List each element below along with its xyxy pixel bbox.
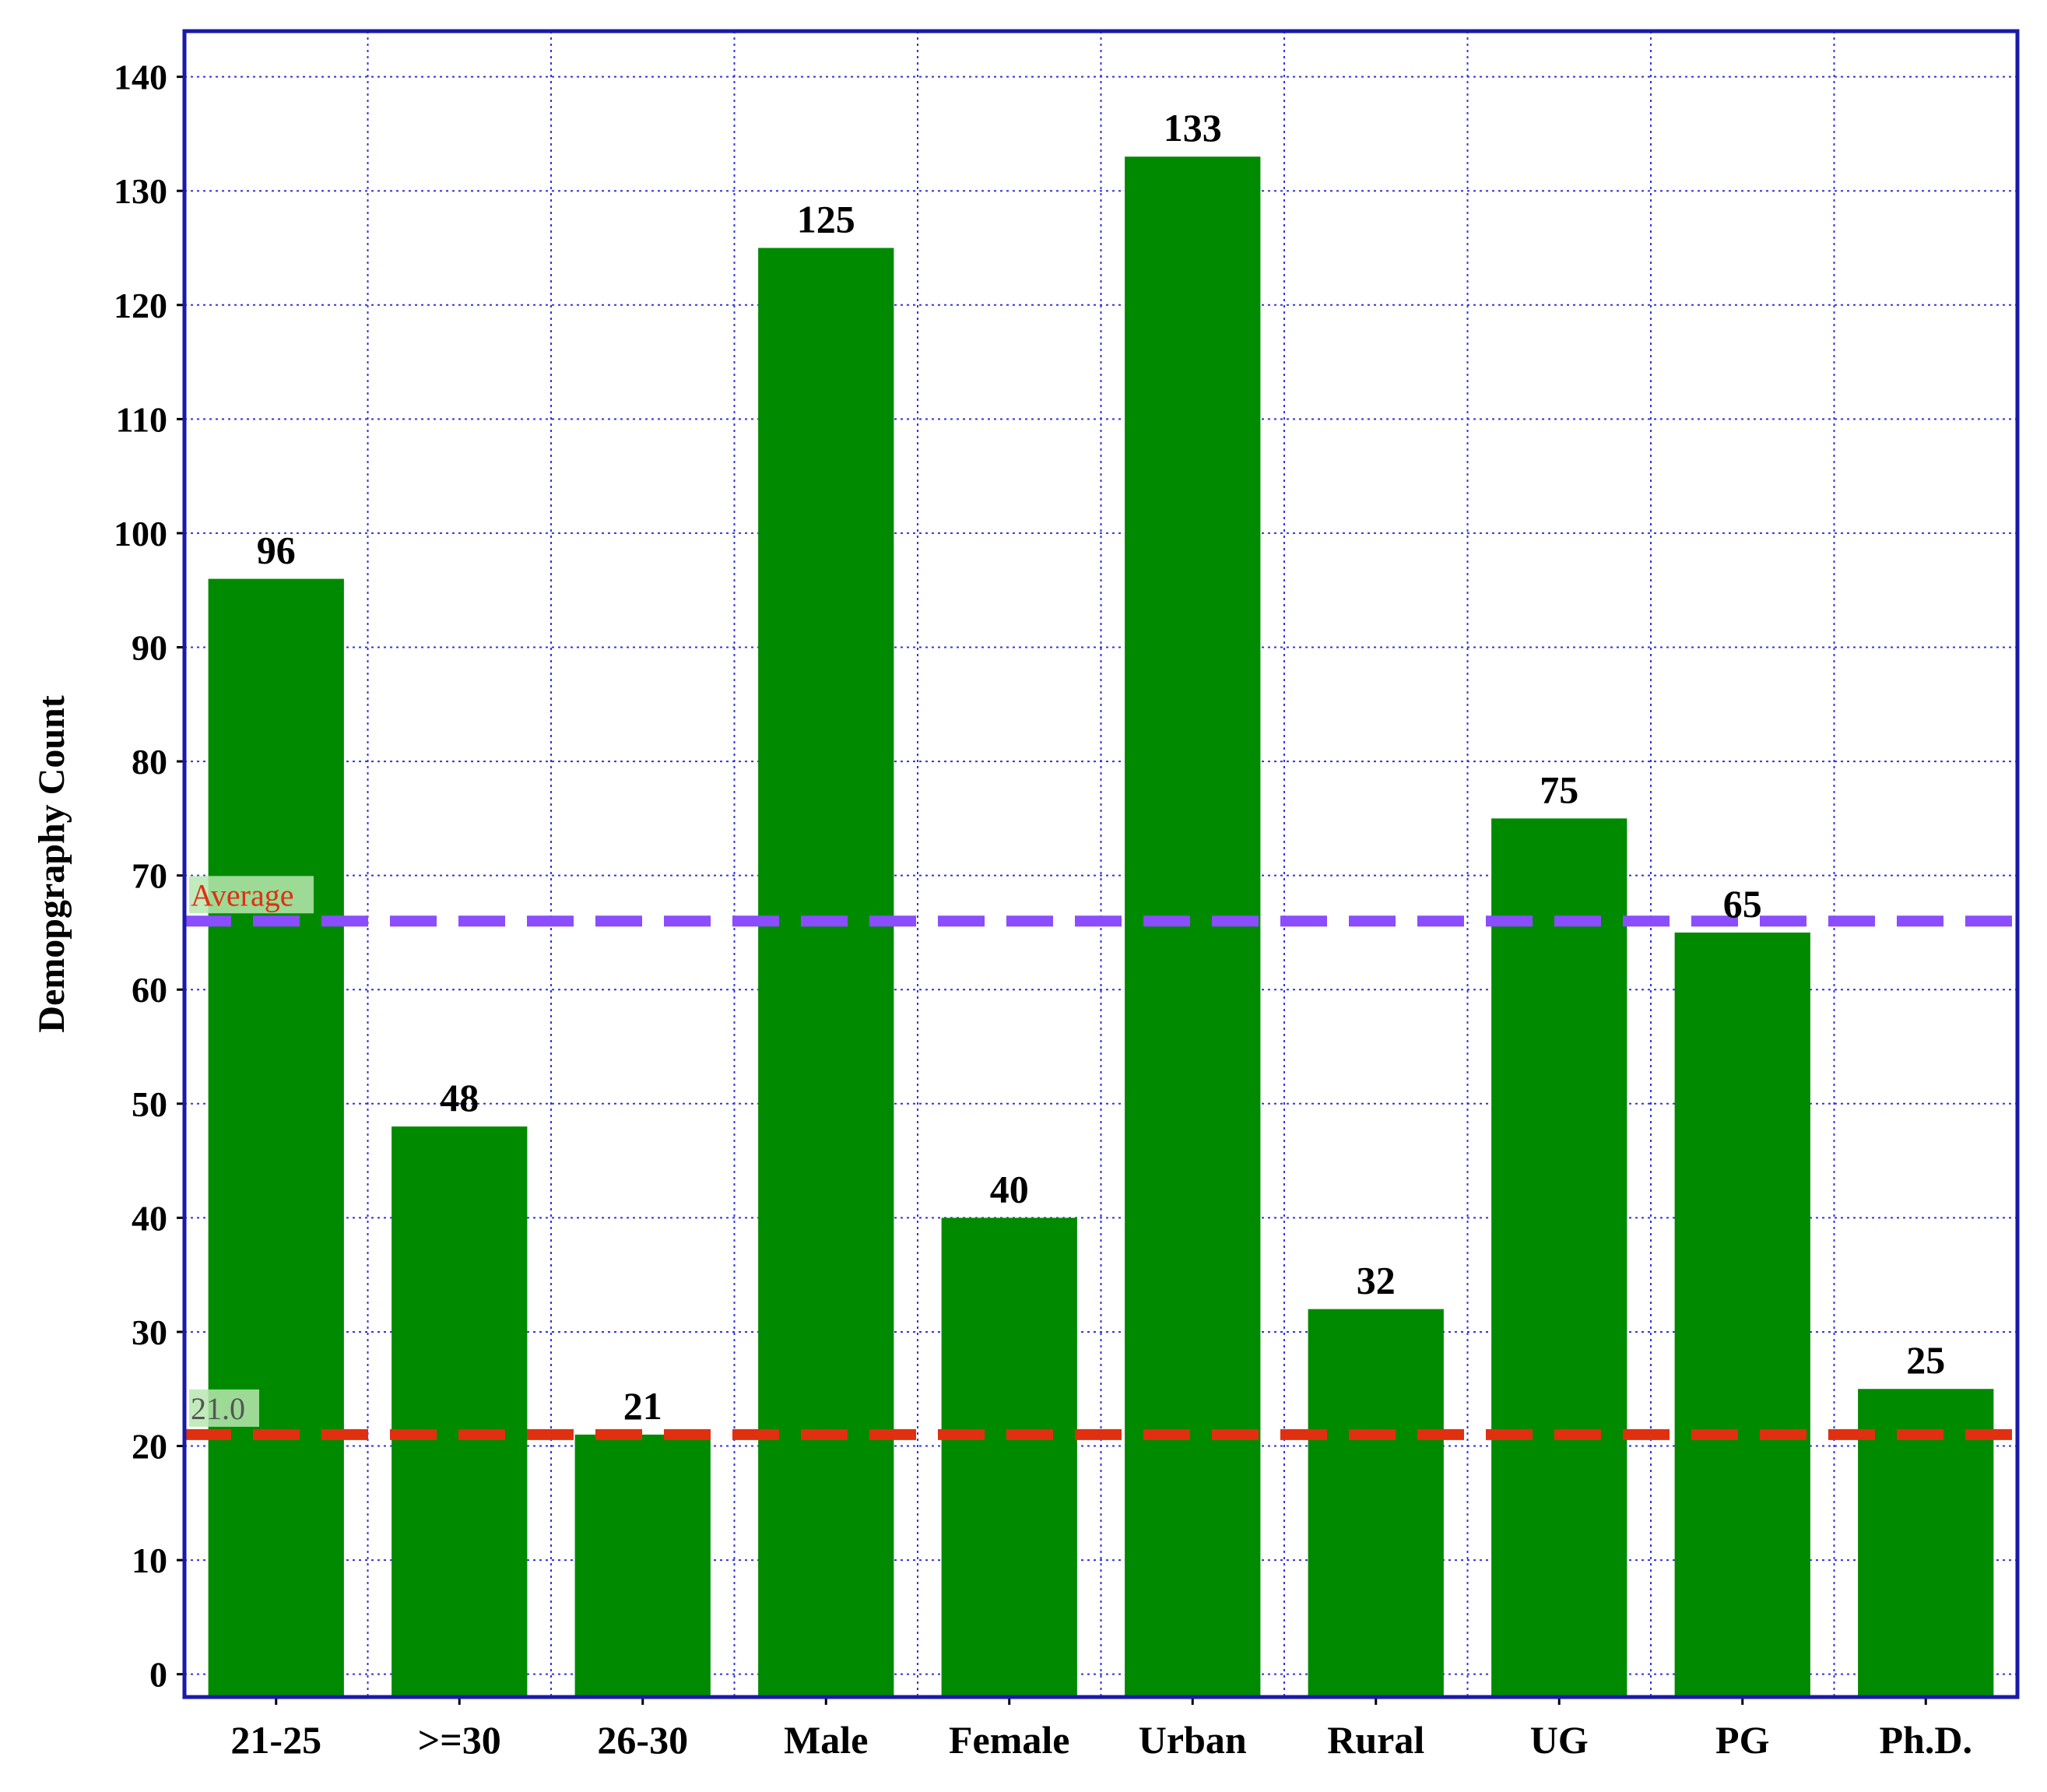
bar [1674,932,1810,1697]
y-tick-label: 120 [114,286,167,325]
bar [1491,818,1627,1697]
plot-frame [182,29,2020,1699]
y-tick-label: 140 [114,58,167,97]
y-tick-label: 0 [149,1655,167,1695]
bars [208,156,1994,1697]
y-axis-title: Demopgraphy Count [31,695,72,1032]
reference-label-background [189,1389,259,1427]
bar-value-labels: 96 48 21 125 40 133 32 75 65 25 [257,106,1946,1428]
bar [1308,1309,1444,1697]
x-tick-label: Female [949,1718,1069,1762]
grid-lines [184,31,2017,1697]
bar-value-label: 40 [990,1167,1029,1210]
x-tick-label: 21-25 [230,1718,321,1762]
y-tick-label: 60 [132,970,167,1010]
y-tick-label: 70 [132,856,167,896]
x-tick-label: >=30 [418,1718,501,1762]
y-tick-label: 90 [132,628,167,668]
x-tick-label: Ph.D. [1880,1718,1972,1762]
x-tick-label: 26-30 [597,1718,688,1762]
y-tick-label: 50 [132,1084,167,1124]
x-tick-label: UG [1530,1718,1589,1762]
bar-value-label: 96 [257,529,296,572]
reference-line-label: 21.0 [191,1391,245,1426]
x-tick-label: PG [1715,1718,1769,1762]
y-tick-label: 80 [132,742,167,782]
reference-lines: Average 21.0 [184,876,2017,1440]
reference-line-label: Average [191,877,294,912]
bar-value-label: 125 [797,197,855,241]
y-tick-label: 20 [132,1427,167,1467]
x-axis-ticks: 21-25 >=30 26-30 Male Female Urban Rural UG PG Ph… [230,1697,1972,1762]
bar [1125,156,1261,1697]
reference-label-background [189,876,314,914]
y-tick-label: 110 [116,399,167,439]
y-tick-label: 130 [114,171,167,211]
bar [574,1434,711,1697]
bar [941,1218,1077,1697]
bar [391,1126,528,1697]
bar-value-label: 48 [440,1076,479,1119]
bar-value-label: 32 [1357,1259,1396,1302]
bar-value-label: 133 [1164,106,1222,149]
bar-value-label: 21 [623,1384,662,1428]
bar [208,578,344,1697]
y-tick-label: 40 [132,1198,167,1238]
y-tick-label: 30 [132,1312,167,1352]
bar-value-label: 75 [1540,768,1578,811]
y-tick-label: 100 [114,514,167,553]
bar [1858,1389,1994,1697]
y-axis-ticks: 0 10 20 30 40 50 60 70 80 90 100 110 120 130 140 [114,58,184,1695]
x-tick-label: Urban [1139,1718,1247,1762]
y-tick-label: 10 [132,1541,167,1580]
bar [758,248,894,1697]
bar-value-label: 25 [1906,1338,1945,1382]
x-tick-label: Rural [1327,1718,1424,1762]
x-tick-label: Male [784,1718,868,1762]
bar-value-label: 65 [1723,882,1762,926]
